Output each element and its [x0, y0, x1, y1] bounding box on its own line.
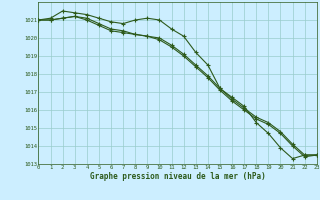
- X-axis label: Graphe pression niveau de la mer (hPa): Graphe pression niveau de la mer (hPa): [90, 172, 266, 181]
